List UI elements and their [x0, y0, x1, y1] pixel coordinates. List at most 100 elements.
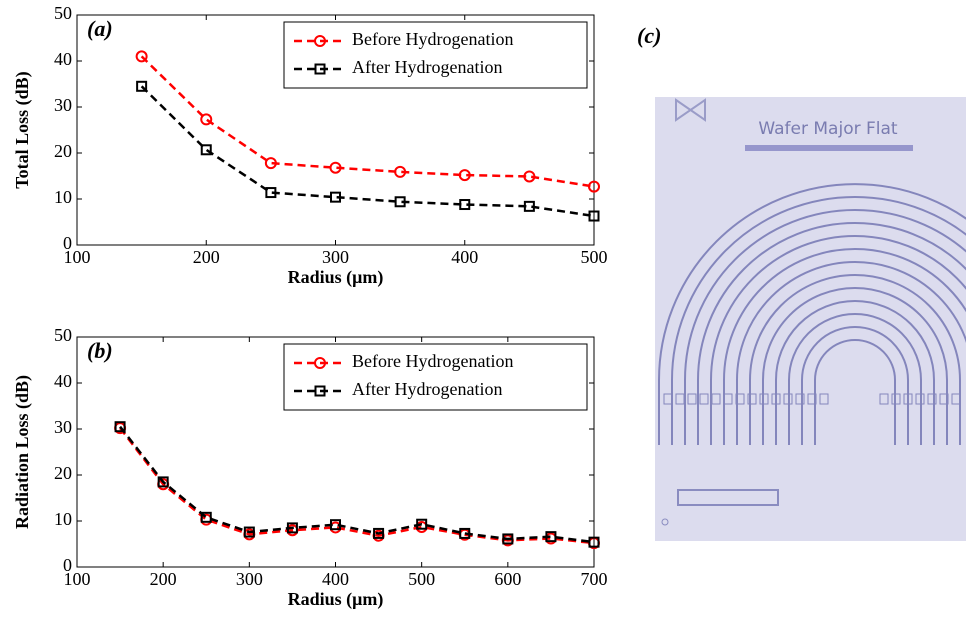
- point: [329, 161, 342, 174]
- y-axis-label: Radiation Loss (dB): [12, 375, 33, 529]
- x-tick-label: 200: [193, 247, 220, 267]
- point: [459, 199, 471, 211]
- x-tick-label: 400: [451, 247, 478, 267]
- wafer-label: Wafer Major Flat: [758, 119, 897, 139]
- point: [330, 191, 341, 203]
- x-tick-label: 200: [150, 569, 177, 589]
- y-tick-label: 20: [54, 141, 72, 161]
- coupler: [747, 393, 757, 405]
- coupler: [783, 393, 793, 405]
- coupler: [891, 393, 901, 405]
- panel-label: (c): [637, 23, 661, 48]
- y-tick-label: 30: [54, 417, 72, 437]
- coupler: [927, 393, 937, 405]
- annotation: (a): [87, 16, 113, 41]
- coupler: [915, 393, 925, 405]
- coupler: [675, 393, 685, 405]
- ring: [801, 326, 909, 445]
- coupler: [939, 393, 949, 405]
- coupler: [723, 393, 733, 405]
- coupler: [759, 393, 769, 405]
- ring: [671, 196, 966, 445]
- series-line: [140, 85, 595, 218]
- legend-marker: [314, 385, 326, 397]
- ring: [775, 300, 935, 445]
- coupler: [807, 393, 817, 405]
- legend-label: After Hydrogenation: [352, 57, 502, 77]
- point: [243, 526, 255, 538]
- point: [545, 531, 557, 543]
- x-tick-label: 100: [64, 247, 91, 267]
- legend-marker: [314, 63, 326, 75]
- dot: [661, 518, 669, 526]
- ring: [684, 209, 966, 445]
- y-tick-label: 0: [63, 555, 72, 575]
- ring-resonators: [658, 183, 966, 445]
- image-panel: Wafer Major Flat (c): [637, 23, 966, 541]
- point: [330, 519, 341, 531]
- point: [135, 50, 148, 63]
- y-tick-label: 40: [54, 49, 72, 69]
- y-tick-label: 40: [54, 371, 72, 391]
- coupler: [735, 393, 745, 405]
- x-axis-label: Radius (μm): [288, 267, 384, 288]
- y-tick-label: 10: [54, 187, 72, 207]
- point: [394, 196, 406, 208]
- series-line: [119, 425, 595, 544]
- flat-bar: [745, 145, 913, 151]
- point: [588, 536, 600, 548]
- x-tick-label: 500: [408, 569, 435, 589]
- ring: [697, 222, 966, 445]
- y-tick-label: 20: [54, 463, 72, 483]
- y-axis-label: Total Loss (dB): [12, 71, 33, 188]
- x-tick-label: 700: [581, 569, 608, 589]
- coupler: [663, 393, 673, 405]
- point: [394, 165, 407, 178]
- coupler: [951, 393, 961, 405]
- legend-box: [283, 343, 588, 411]
- test-pad: [677, 489, 779, 506]
- legend-marker: [314, 357, 326, 369]
- series-line: [140, 55, 595, 188]
- legend-label: Before Hydrogenation: [352, 351, 513, 371]
- point: [114, 421, 126, 433]
- x-tick-label: 500: [581, 247, 608, 267]
- point: [264, 157, 277, 170]
- legend-marker: [314, 35, 326, 47]
- ring: [762, 287, 948, 445]
- coupler: [819, 393, 829, 405]
- x-tick-label: 300: [322, 247, 349, 267]
- y-tick-label: 0: [63, 233, 72, 253]
- x-tick-label: 100: [64, 569, 91, 589]
- ring: [658, 183, 966, 445]
- point: [373, 527, 385, 539]
- annotation: (b): [87, 338, 113, 363]
- point: [588, 210, 600, 222]
- x-tick-label: 300: [236, 569, 263, 589]
- point: [458, 169, 471, 182]
- y-tick-label: 30: [54, 95, 72, 115]
- coupler: [903, 393, 913, 405]
- point: [588, 180, 600, 193]
- y-tick-label: 50: [54, 325, 72, 345]
- legend-label: Before Hydrogenation: [352, 29, 513, 49]
- point: [265, 187, 277, 199]
- point: [416, 518, 428, 530]
- point: [459, 527, 471, 539]
- coupler: [879, 393, 889, 405]
- ring: [723, 248, 966, 445]
- coupler: [699, 393, 709, 405]
- alignment-mark: [675, 98, 706, 122]
- micrograph: [655, 97, 966, 541]
- point: [200, 144, 212, 156]
- coupler: [711, 393, 721, 405]
- point: [523, 200, 535, 212]
- x-axis-label: Radius (μm): [288, 589, 384, 610]
- point: [502, 533, 514, 545]
- legend-label: After Hydrogenation: [352, 379, 502, 399]
- point: [157, 476, 169, 488]
- x-tick-label: 600: [494, 569, 521, 589]
- ring: [710, 235, 966, 445]
- y-tick-label: 10: [54, 509, 72, 529]
